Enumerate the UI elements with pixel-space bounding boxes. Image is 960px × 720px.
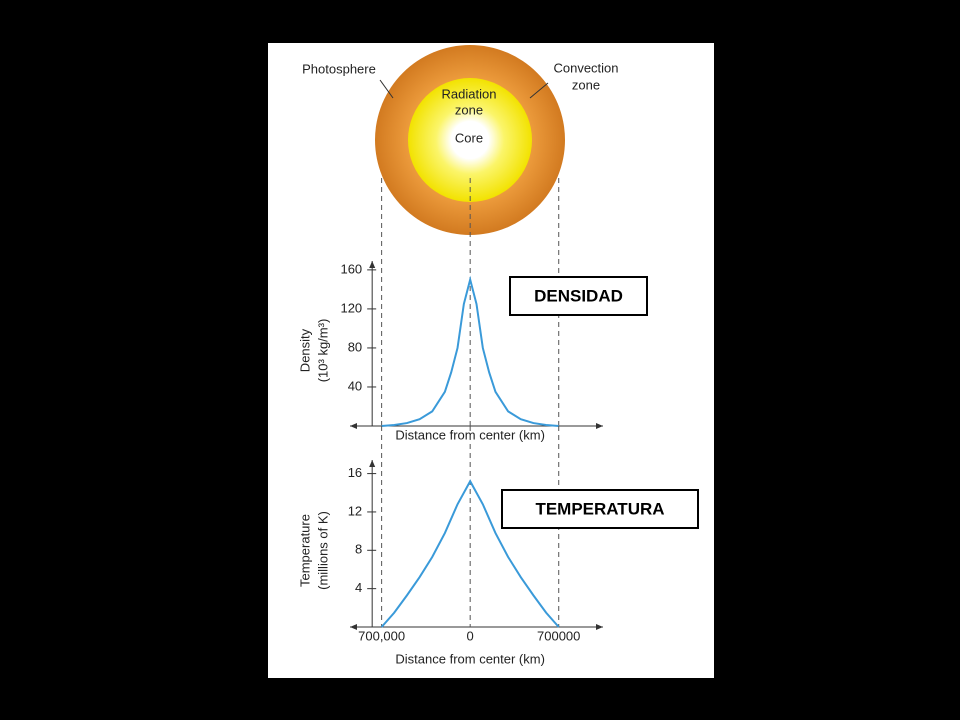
x-axis-label: Distance from center (km) xyxy=(395,651,545,666)
label: Radiation xyxy=(442,86,497,101)
leader-line xyxy=(379,79,394,99)
y-tick-label: 40 xyxy=(348,378,362,393)
label: Core xyxy=(455,130,483,145)
label: Photosphere xyxy=(302,61,376,76)
y-tick-label: 16 xyxy=(348,465,362,480)
x-tick-label: 700000 xyxy=(537,628,580,643)
label: zone xyxy=(455,102,483,117)
leader-line xyxy=(529,82,549,99)
y-axis-label: (millions of K) xyxy=(316,511,331,590)
y-tick-label: 8 xyxy=(355,542,362,557)
y-tick-label: 4 xyxy=(355,580,362,595)
label: zone xyxy=(572,77,600,92)
y-axis-label: Temperature xyxy=(298,514,313,587)
annotation: TEMPERATURA xyxy=(535,499,664,518)
annotation-box xyxy=(509,276,648,316)
core xyxy=(451,121,489,159)
x-tick-label: 700,000 xyxy=(358,628,405,643)
label: Convection xyxy=(553,60,618,75)
chart: 4 8 12 16 700,000 0 700000 Distance from center… xyxy=(298,426,699,666)
annotation: DENSIDAD xyxy=(534,286,623,305)
data-line xyxy=(381,275,559,427)
annotation-box xyxy=(501,489,699,529)
y-axis-label: (10³ kg/m³) xyxy=(316,319,331,383)
y-axis-label: Density xyxy=(298,328,313,372)
y-tick-label: 12 xyxy=(348,503,362,518)
sun-diagram: Photosphere Convection zone Radiation zo… xyxy=(302,45,619,235)
y-tick-label: 80 xyxy=(348,339,362,354)
x-tick-label: 0 xyxy=(467,628,474,643)
data-line xyxy=(380,479,560,628)
y-tick-label: 160 xyxy=(340,261,362,276)
x-axis-label: Distance from center (km) xyxy=(395,427,545,442)
y-tick-label: 120 xyxy=(340,300,362,315)
chart: 40 80 120 160 Distance from center (km) Densi… xyxy=(298,178,648,442)
